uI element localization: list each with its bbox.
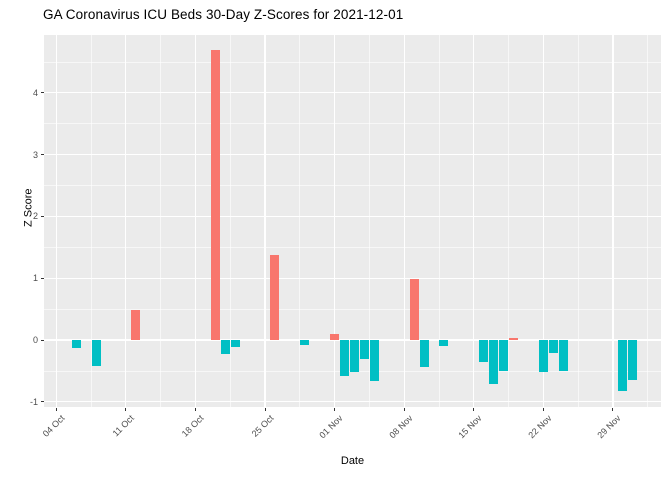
zscore-bar bbox=[548, 340, 558, 353]
zscore-bar bbox=[409, 279, 419, 340]
gridline-major-v bbox=[264, 35, 266, 407]
y-tick-label: 2 bbox=[32, 211, 38, 222]
gridline-major-v bbox=[334, 35, 336, 407]
zscore-bar bbox=[419, 340, 429, 367]
gridline-major-v bbox=[542, 35, 544, 407]
gridline-minor-v bbox=[90, 35, 92, 407]
zscore-bar bbox=[270, 255, 280, 340]
zscore-bar bbox=[369, 340, 379, 381]
zscore-bar bbox=[91, 340, 101, 366]
gridline-major-v bbox=[55, 35, 57, 407]
x-tick-label: 11 Oct bbox=[110, 413, 136, 439]
zscore-bar bbox=[439, 340, 449, 347]
x-tick-mark bbox=[612, 407, 614, 411]
y-tick-mark bbox=[40, 92, 44, 94]
y-tick-mark bbox=[40, 401, 44, 403]
zscore-bar bbox=[230, 340, 240, 347]
y-tick-label: 3 bbox=[32, 149, 38, 160]
x-tick-label: 22 Nov bbox=[526, 413, 554, 441]
gridline-major-h bbox=[44, 215, 661, 217]
x-tick-label: 29 Nov bbox=[595, 413, 624, 441]
zscore-bar bbox=[300, 340, 310, 345]
gridline-minor-h bbox=[44, 308, 661, 310]
gridline-major-v bbox=[473, 35, 475, 407]
gridline-major-v bbox=[612, 35, 614, 407]
y-tick-label: 0 bbox=[32, 335, 38, 345]
gridline-major-h bbox=[44, 339, 661, 341]
zscore-bar bbox=[330, 334, 340, 340]
x-tick-mark bbox=[542, 407, 544, 411]
zscore-bar bbox=[628, 340, 638, 380]
gridline-minor-v bbox=[160, 35, 162, 407]
x-tick-mark bbox=[473, 407, 475, 411]
zscore-bar bbox=[131, 309, 141, 340]
gridline-minor-v bbox=[299, 35, 301, 407]
y-tick-label: -1 bbox=[29, 396, 38, 407]
gridline-minor-v bbox=[369, 35, 370, 407]
x-tick-label: 04 Oct bbox=[40, 413, 67, 439]
zscore-bar bbox=[340, 340, 350, 377]
x-tick-mark bbox=[194, 407, 196, 411]
zscore-bar bbox=[350, 340, 359, 372]
chart-title: GA Coronavirus ICU Beds 30-Day Z-Scores … bbox=[43, 7, 404, 22]
x-axis-title: Date bbox=[340, 455, 365, 467]
gridline-minor-h bbox=[44, 247, 661, 248]
gridline-minor-v bbox=[577, 35, 579, 407]
gridline-major-h bbox=[44, 92, 661, 94]
gridline-minor-v bbox=[438, 35, 440, 407]
gridline-major-h bbox=[44, 277, 661, 279]
x-tick-label: 18 Oct bbox=[179, 413, 206, 439]
zscore-bar bbox=[499, 340, 509, 371]
gridline-major-h bbox=[44, 401, 661, 403]
y-tick-mark bbox=[40, 339, 44, 341]
gridline-minor-v bbox=[229, 35, 231, 407]
zscore-bar bbox=[71, 340, 81, 349]
y-tick-label: 1 bbox=[32, 273, 38, 284]
y-axis-title: Z Score bbox=[22, 188, 35, 227]
gridline-minor-v bbox=[647, 35, 649, 407]
gridline-major-v bbox=[403, 35, 405, 407]
y-tick-mark bbox=[40, 277, 44, 279]
x-tick-label: 25 Oct bbox=[249, 413, 276, 439]
gridline-minor-v bbox=[508, 35, 510, 407]
x-tick-mark bbox=[55, 407, 57, 411]
x-tick-label: 08 Nov bbox=[387, 413, 415, 441]
gridline-minor-h bbox=[44, 123, 661, 125]
gridline-minor-h bbox=[44, 185, 661, 187]
x-tick-label: 01 Nov bbox=[317, 413, 345, 441]
zscore-bar bbox=[558, 340, 568, 371]
gridline-minor-h bbox=[44, 61, 661, 63]
y-tick-label: 4 bbox=[32, 87, 38, 98]
zscore-bar bbox=[210, 49, 220, 340]
gridline-major-v bbox=[125, 35, 127, 407]
plot-panel bbox=[44, 35, 661, 407]
x-tick-mark bbox=[334, 407, 336, 411]
x-tick-label: 15 Nov bbox=[456, 413, 484, 441]
zscore-bar bbox=[509, 338, 519, 340]
gridline-major-v bbox=[194, 35, 197, 407]
zscore-bar bbox=[479, 340, 489, 363]
zscore-bar bbox=[538, 340, 548, 372]
zscore-bar bbox=[489, 340, 499, 385]
x-tick-mark bbox=[125, 407, 127, 411]
y-tick-mark bbox=[40, 154, 44, 156]
zscore-bar bbox=[618, 340, 628, 391]
zscore-bar bbox=[220, 340, 230, 354]
gridline-major-h bbox=[44, 154, 661, 156]
zscore-bar bbox=[359, 340, 369, 359]
x-tick-mark bbox=[264, 407, 266, 411]
x-tick-mark bbox=[403, 407, 405, 411]
y-tick-mark bbox=[40, 215, 44, 217]
